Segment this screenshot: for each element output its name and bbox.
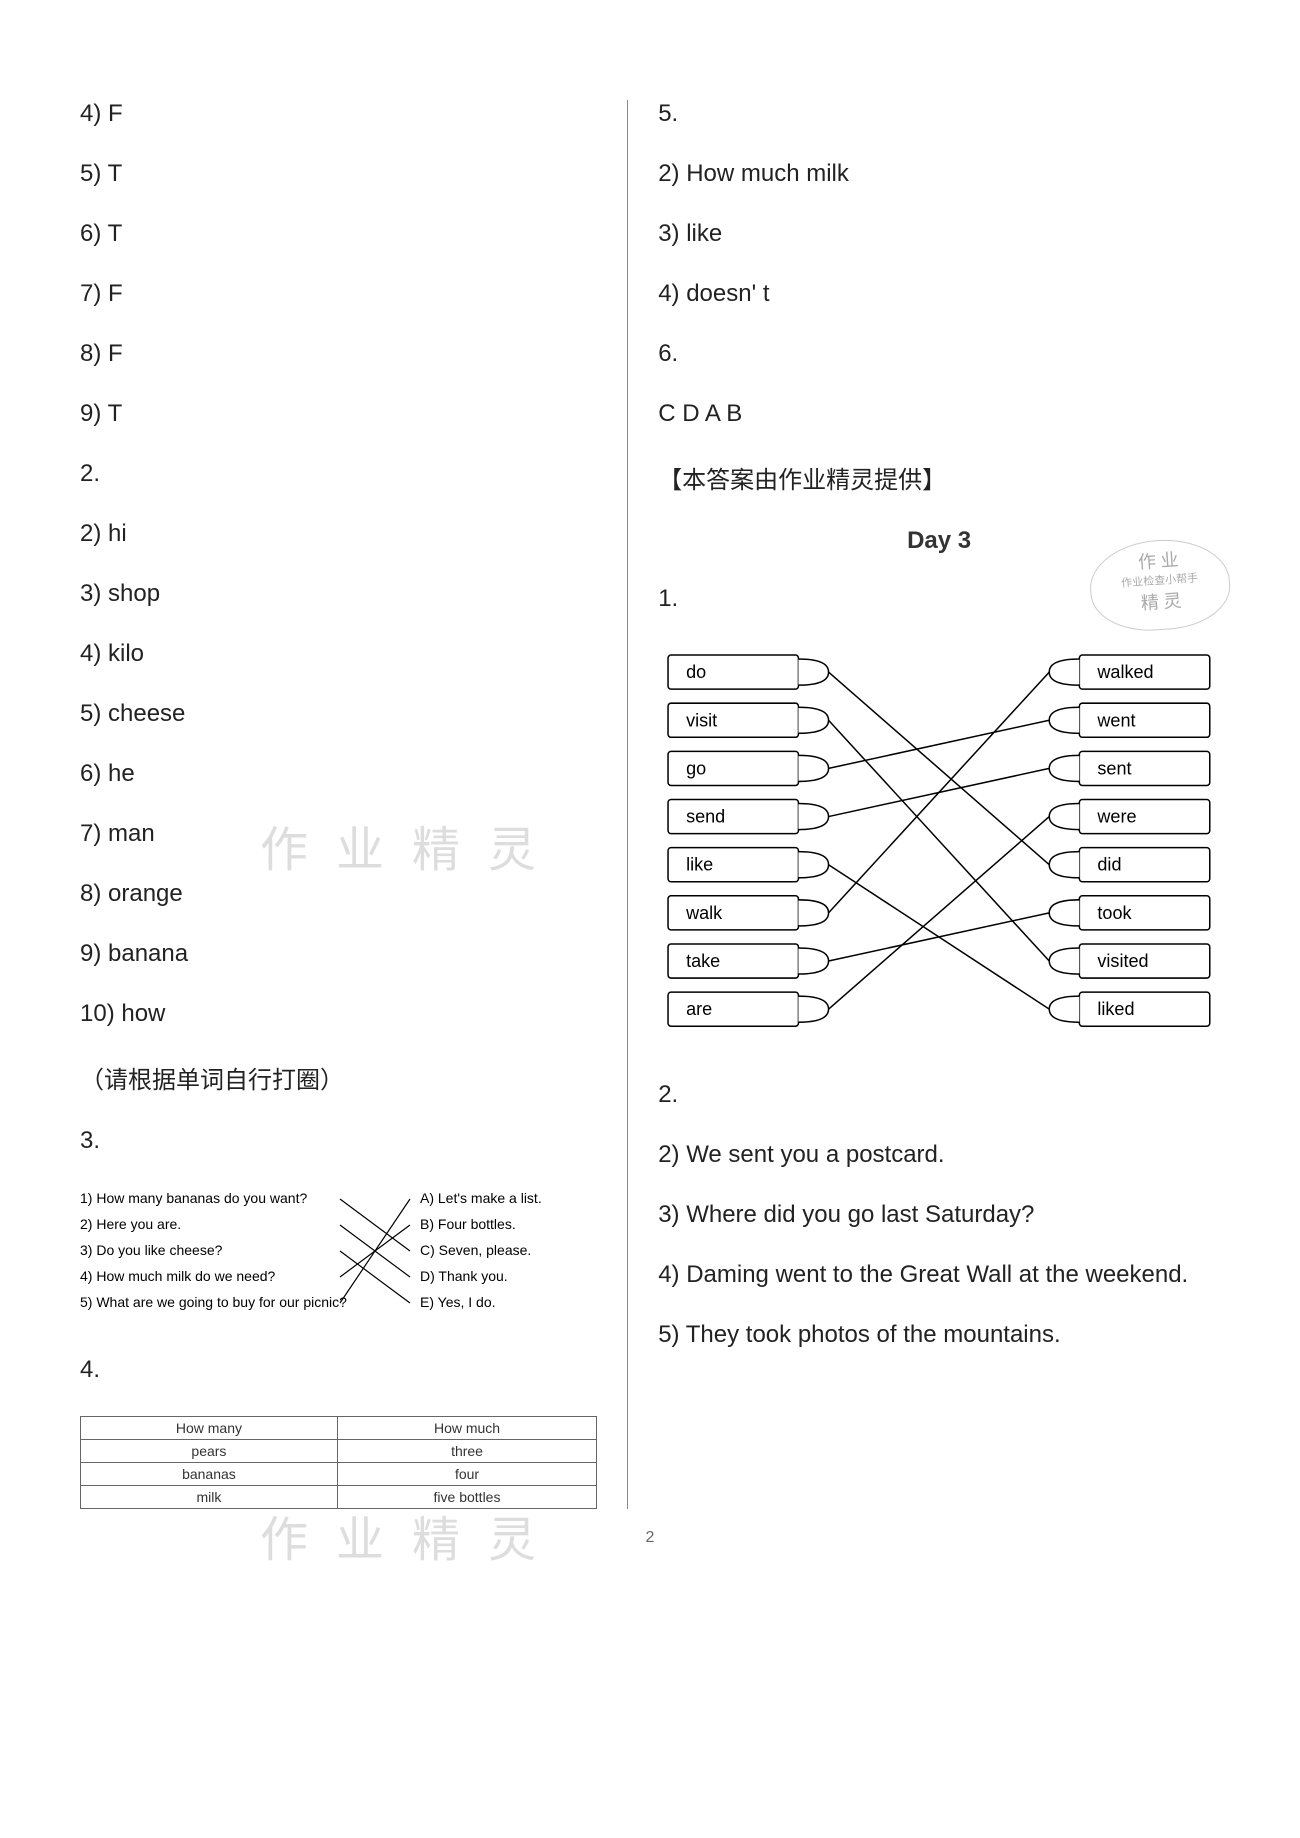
sec2-answer-7: 9) banana (80, 940, 597, 968)
ex3-right-item: D) Thank you. (420, 1268, 508, 1284)
section-3-label: 3. (80, 1127, 597, 1155)
exercise-3-matching: 1) How many bananas do you want? 2) Here … (80, 1187, 597, 1336)
table4-header: How many (81, 1417, 338, 1440)
section-5-label: 5. (658, 100, 1220, 128)
d3sec2-answer-2: 4) Daming went to the Great Wall at the … (658, 1261, 1220, 1289)
match-word: did (1098, 855, 1122, 875)
match-word: walk (685, 903, 723, 923)
match-word: like (686, 855, 713, 875)
d3sec2-answer-0: 2) We sent you a postcard. (658, 1141, 1220, 1169)
table4-cell: milk (81, 1486, 338, 1509)
sec1-answer-3: 7) F (80, 280, 597, 308)
match-word: liked (1098, 999, 1135, 1019)
match-word: were (1097, 807, 1137, 827)
table4-cell: four (337, 1463, 596, 1486)
d3sec2-answer-1: 3) Where did you go last Saturday? (658, 1201, 1220, 1229)
table4-cell: three (337, 1440, 596, 1463)
sec2-answer-3: 5) cheese (80, 700, 597, 728)
sec2-answer-1: 3) shop (80, 580, 597, 608)
ex3-right-item: C) Seven, please. (420, 1242, 531, 1258)
table-4: How manyHow much pearsthreebananasfourmi… (80, 1416, 597, 1509)
ex3-left-item: 2) Here you are. (80, 1216, 181, 1232)
ex3-right-item: E) Yes, I do. (420, 1294, 496, 1310)
ex3-left-item: 4) How much milk do we need? (80, 1268, 276, 1284)
matching-svg: do visit go send like walk take are walked went se… (658, 645, 1220, 1046)
section-6-label: 6. (658, 340, 1220, 368)
match-word: send (686, 807, 725, 827)
match-word: took (1098, 903, 1133, 923)
ex3-right-item: B) Four bottles. (420, 1216, 516, 1232)
left-column: 4) F 5) T 6) T 7) F 8) F 9) T 2. 2) hi 3) shop… (80, 100, 627, 1509)
match-word: went (1097, 710, 1136, 730)
match-word: walked (1097, 662, 1154, 682)
section-4-label: 4. (80, 1356, 597, 1384)
table4-header: How much (337, 1417, 596, 1440)
sec1-answer-4: 8) F (80, 340, 597, 368)
match-word: visited (1098, 951, 1149, 971)
sec1-answer-1: 5) T (80, 160, 597, 188)
sec2-answer-0: 2) hi (80, 520, 597, 548)
credit-line: 【本答案由作业精灵提供】 (658, 460, 1220, 495)
day3-section-2-label: 2. (658, 1081, 1220, 1109)
ex3-right-item: A) Let's make a list. (420, 1190, 542, 1206)
ex3-left-item: 5) What are we going to buy for our picn… (80, 1294, 347, 1310)
d3sec2-answer-3: 5) They took photos of the mountains. (658, 1321, 1220, 1349)
sec1-answer-2: 6) T (80, 220, 597, 248)
sec2-answer-6: 8) orange (80, 880, 597, 908)
sec2-answer-4: 6) he (80, 760, 597, 788)
sec2-answer-5: 7) man (80, 820, 597, 848)
two-column-layout: 4) F 5) T 6) T 7) F 8) F 9) T 2. 2) hi 3) shop… (80, 100, 1220, 1509)
match-word: go (686, 758, 706, 778)
ex3-left-item: 1) How many bananas do you want? (80, 1190, 307, 1206)
sec5-answer-0: 2) How much milk (658, 160, 1220, 188)
right-column: 5. 2) How much milk 3) like 4) doesn' t 6.… (627, 100, 1220, 1509)
sec5-answer-1: 3) like (658, 220, 1220, 248)
match-word: sent (1098, 758, 1132, 778)
section-2-note: （请根据单词自行打圈） (80, 1060, 597, 1095)
match-word: take (686, 951, 720, 971)
sec2-answer-2: 4) kilo (80, 640, 597, 668)
match-word: visit (686, 710, 717, 730)
sec5-answer-2: 4) doesn' t (658, 280, 1220, 308)
page-number: 2 (80, 1529, 1220, 1547)
section-2-label: 2. (80, 460, 597, 488)
table4-cell: pears (81, 1440, 338, 1463)
match-word: do (686, 662, 706, 682)
sec2-answer-8: 10) how (80, 1000, 597, 1028)
table4-cell: bananas (81, 1463, 338, 1486)
ex3-left-item: 3) Do you like cheese? (80, 1242, 223, 1258)
sec1-answer-5: 9) T (80, 400, 597, 428)
table4-cell: five bottles (337, 1486, 596, 1509)
section-6-answer: C D A B (658, 400, 1220, 428)
verb-matching-diagram: do visit go send like walk take are walked went se… (658, 645, 1220, 1051)
sec1-answer-0: 4) F (80, 100, 597, 128)
match-word: are (686, 999, 712, 1019)
exercise-3-svg: 1) How many bananas do you want? 2) Here … (80, 1187, 560, 1327)
